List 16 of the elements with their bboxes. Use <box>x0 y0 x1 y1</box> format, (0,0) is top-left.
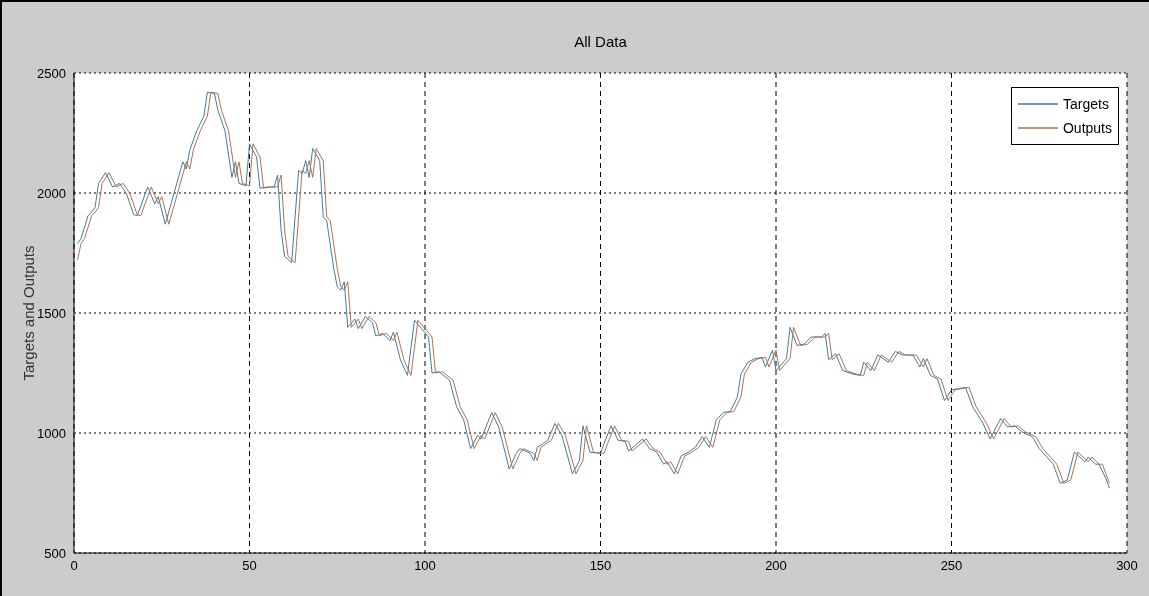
x-tick-label: 200 <box>765 558 787 574</box>
x-tick-label: 0 <box>70 558 78 574</box>
y-tick-label: 500 <box>44 545 66 561</box>
y-axis-title: Targets and Outputs <box>19 245 37 381</box>
legend-label: Outputs <box>1062 119 1112 138</box>
y-tick-label: 1500 <box>37 305 66 321</box>
x-tick-label: 150 <box>589 558 612 574</box>
y-tick-label: 2000 <box>37 185 66 201</box>
legend-label: Targets <box>1062 95 1109 114</box>
chart-title: All Data <box>573 33 628 50</box>
x-tick-label: 300 <box>1116 558 1138 574</box>
x-tick-label: 250 <box>940 558 963 574</box>
y-tick-label: 1000 <box>37 425 66 441</box>
x-tick-label: 50 <box>242 558 257 574</box>
x-tick-label: 100 <box>414 558 436 574</box>
y-tick-label: 2500 <box>37 65 66 81</box>
